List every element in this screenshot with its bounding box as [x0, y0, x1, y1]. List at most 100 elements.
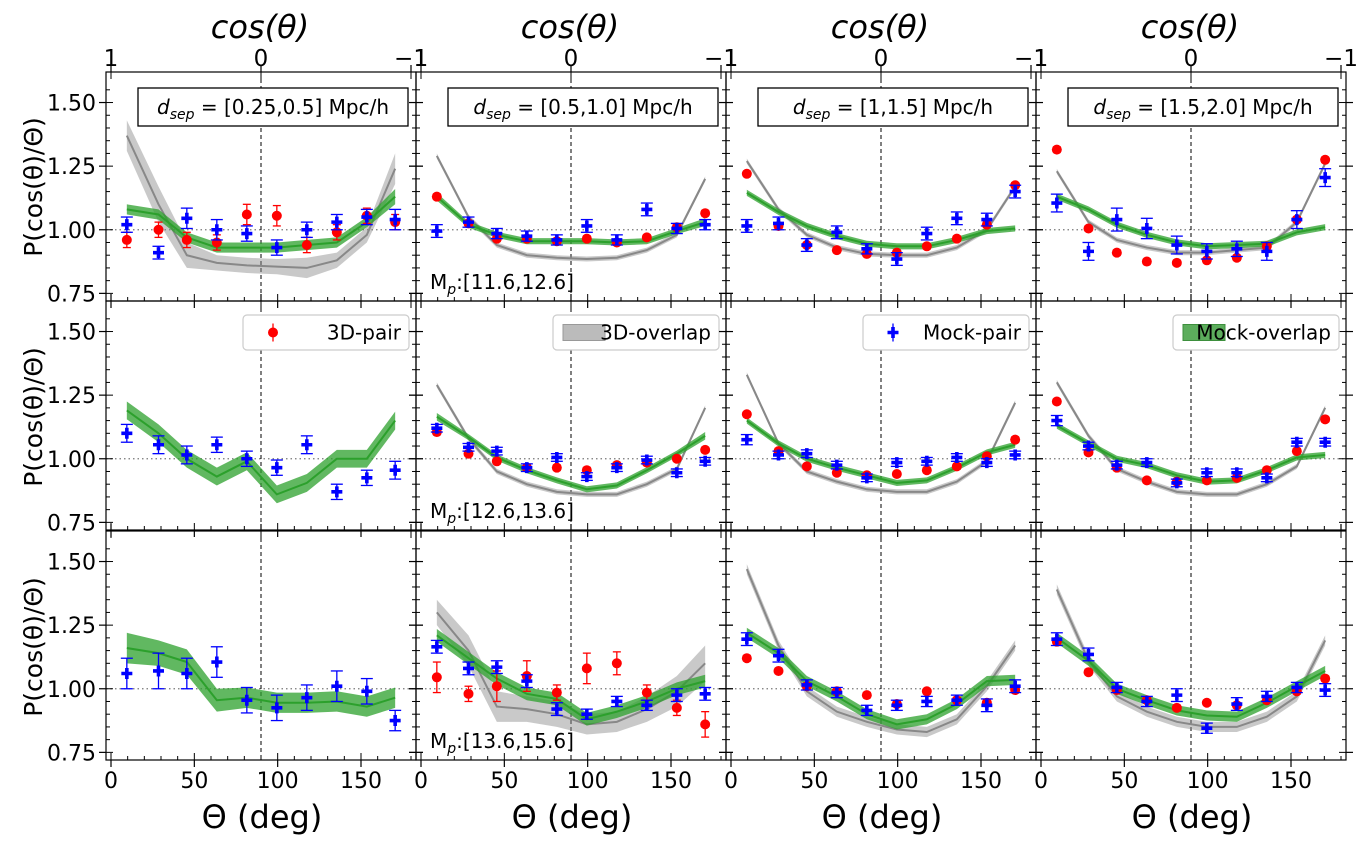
x-tick-label: 100: [257, 769, 299, 794]
mock-pair-point: [153, 665, 164, 677]
panel: 1 0 −1 dsep = [1.5,2.0] Mpc/h: [1029, 46, 1358, 308]
mock-pair-point: [1141, 457, 1153, 469]
x-tick-label: 50: [1110, 769, 1138, 794]
mock-pair-point: [1291, 214, 1303, 226]
mock-pair-point: [301, 692, 313, 704]
plot-area: [106, 72, 416, 301]
mock-pair-point: [611, 695, 623, 707]
mock-pair-point: [1083, 245, 1094, 257]
mock-pair-point: [671, 689, 683, 701]
mock-pair-point: [1051, 415, 1063, 427]
mock-pair-point: [1319, 436, 1331, 448]
mock-pair-point: [1111, 681, 1123, 693]
x-tick-label: 150: [340, 769, 382, 794]
mock-pair-point: [641, 203, 653, 215]
pair3d-point: [1320, 154, 1331, 165]
mock-pair-point: [611, 234, 623, 246]
y-axis-label: P(cos(θ)/Θ): [19, 577, 48, 717]
mock-pair-point: [181, 449, 193, 461]
x-axis-label: Θ (deg): [1132, 798, 1253, 836]
mock-pair-point: [211, 224, 223, 236]
mock-overlap-line: [436, 415, 706, 491]
legend-marker: [562, 324, 606, 341]
panel: 0 50 100 150 Mp:[13.6,15.6]: [409, 524, 733, 794]
mock-pair-point: [1261, 245, 1273, 257]
mock-pair-point: [1201, 467, 1213, 479]
mock-pair-point: [699, 688, 711, 700]
pair3d-point: [1201, 475, 1212, 486]
mock-pair-point: [773, 217, 784, 229]
pair3d-point: [271, 210, 282, 221]
y-tick-label: 1.25: [47, 155, 96, 180]
pair3d-point: [951, 461, 962, 472]
mock-pair-point: [463, 216, 475, 228]
y-tick-label: 1.50: [47, 321, 96, 346]
mock-pair-point: [641, 699, 653, 711]
mock-pair-point: [611, 462, 623, 474]
dsep-label-box: [447, 87, 719, 127]
mock-overlap-line: [746, 419, 1016, 484]
mock-pair-point: [331, 680, 343, 692]
dsep-label: dsep = [0.5,1.0] Mpc/h: [473, 95, 692, 123]
top-tick-label: 1: [104, 46, 119, 72]
plot-area: [726, 72, 1036, 301]
y-tick-label: 1.50: [47, 92, 96, 117]
mock-pair-point: [521, 675, 533, 687]
pair3d-point: [891, 469, 902, 480]
mock-pair-point: [951, 451, 963, 463]
panel: Mock-pair: [719, 294, 1043, 537]
mock-overlap-line: [1056, 195, 1326, 248]
top-tick-label: −1: [1324, 46, 1358, 72]
mock-pair-point: [891, 457, 903, 469]
pair3d-point: [921, 241, 932, 252]
mock-pair-point: [951, 694, 963, 706]
mock-pair-point: [301, 439, 313, 451]
overlap3d-line: [435, 384, 707, 496]
mock-overlap-line: [746, 631, 1016, 726]
pair3d-point: [1051, 144, 1062, 155]
legend-entry: 3D-overlap: [552, 314, 720, 351]
mock-pair-point: [1051, 633, 1063, 645]
mock-pair-point: [581, 471, 593, 483]
legend-marker: [887, 327, 899, 339]
pair3d-point: [741, 168, 752, 179]
pair3d-point: [241, 209, 252, 220]
x-tick-label: 0: [1034, 769, 1048, 794]
mock-overlap-band: [436, 412, 706, 493]
x-tick-label: 150: [650, 769, 692, 794]
mock-pair-point: [801, 679, 813, 691]
y-tick-label: 1.00: [47, 678, 96, 703]
mock-pair-point: [1171, 477, 1183, 489]
pair3d-point: [1320, 414, 1331, 425]
mock-pair-point: [211, 439, 223, 451]
x-tick-label: 100: [567, 769, 609, 794]
pair3d-point: [153, 224, 164, 235]
pair3d-point: [1083, 223, 1094, 234]
mock-pair-point: [1319, 684, 1331, 696]
dsep-label-box: [757, 87, 1029, 127]
y-axis-label: P(cos(θ)/Θ): [19, 117, 48, 257]
mock-pair-point: [241, 694, 253, 706]
mock-pair-point: [861, 472, 873, 484]
overlap3d-band: [746, 564, 1016, 738]
mock-pair-point: [521, 462, 533, 474]
mock-overlap-line: [1056, 637, 1326, 718]
mock-pair-point: [153, 439, 164, 451]
mock-pair-point: [1231, 243, 1243, 255]
overlap3d-line: [745, 374, 1017, 493]
top-tick-label: 0: [1184, 46, 1199, 72]
mock-pair-point: [1231, 698, 1243, 710]
plot-area: [726, 531, 1036, 760]
legend-box: [242, 314, 410, 351]
mock-pair-point: [1141, 695, 1153, 707]
pair3d-point: [1291, 446, 1302, 457]
legend-box: [862, 314, 1030, 351]
mock-pair-point: [1261, 472, 1273, 484]
mock-pair-point: [741, 220, 753, 232]
top-tick-label: 1: [724, 46, 739, 72]
legend-entry: Mock-pair: [862, 314, 1030, 351]
legend-label: 3D-overlap: [600, 321, 711, 345]
mock-pair-point: [1171, 689, 1183, 701]
mock-pair-point: [431, 225, 443, 237]
